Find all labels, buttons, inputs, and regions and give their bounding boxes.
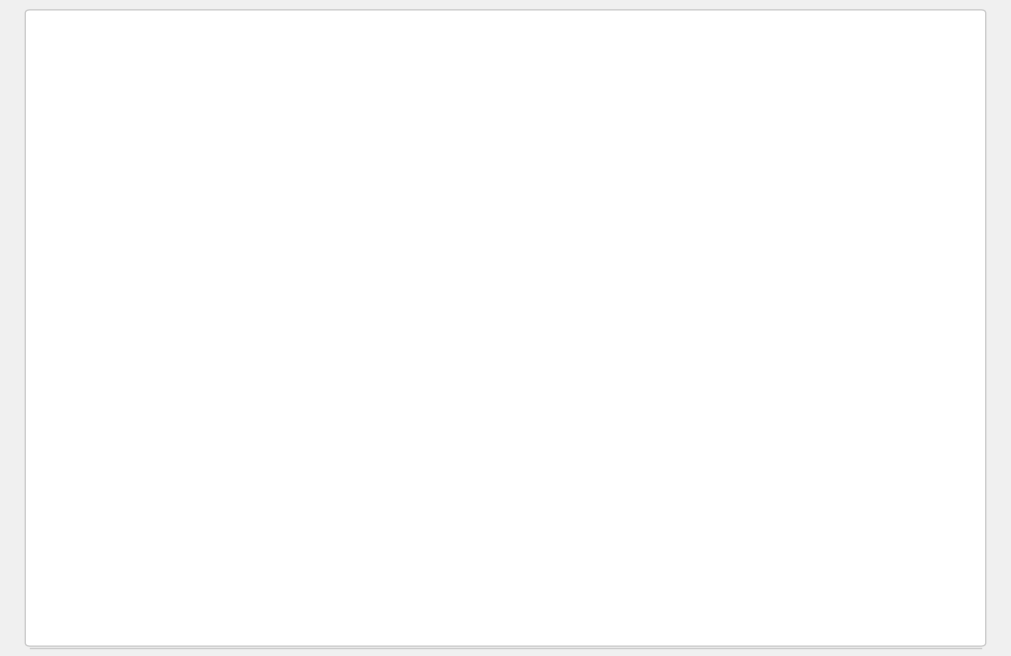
- Text: One metal atom is located at the center of the unit: One metal atom is located at the center …: [142, 301, 621, 320]
- Text: cells.: cells.: [142, 483, 189, 502]
- Text: 2.: 2.: [88, 301, 106, 320]
- Text: Which of the following statements concerning a metal crystallized in a face-: Which of the following statements concer…: [56, 59, 768, 78]
- Text: cell, where it is shared equally between four unit: cell, where it is shared equally between…: [142, 202, 600, 221]
- Text: centered cubic cell is/are CORRECT?: centered cubic cell is/are CORRECT?: [56, 108, 396, 127]
- Text: 3.: 3.: [88, 400, 106, 419]
- Text: A metal atom is located at each of the eight lattice: A metal atom is located at each of the e…: [142, 400, 620, 419]
- Text: cell.: cell.: [142, 342, 179, 361]
- Text: 1.: 1.: [88, 161, 106, 180]
- Text: points, where it is shared equally between eight unit: points, where it is shared equally betwe…: [142, 441, 636, 461]
- Text: 1 only: 1 only: [147, 619, 204, 638]
- Text: One metal atom is located on each face of the unit: One metal atom is located on each face o…: [142, 161, 619, 180]
- Text: 2 only: 2 only: [147, 570, 204, 589]
- Text: b.: b.: [101, 619, 119, 638]
- Text: a.: a.: [101, 570, 118, 589]
- Text: cells.: cells.: [142, 243, 189, 262]
